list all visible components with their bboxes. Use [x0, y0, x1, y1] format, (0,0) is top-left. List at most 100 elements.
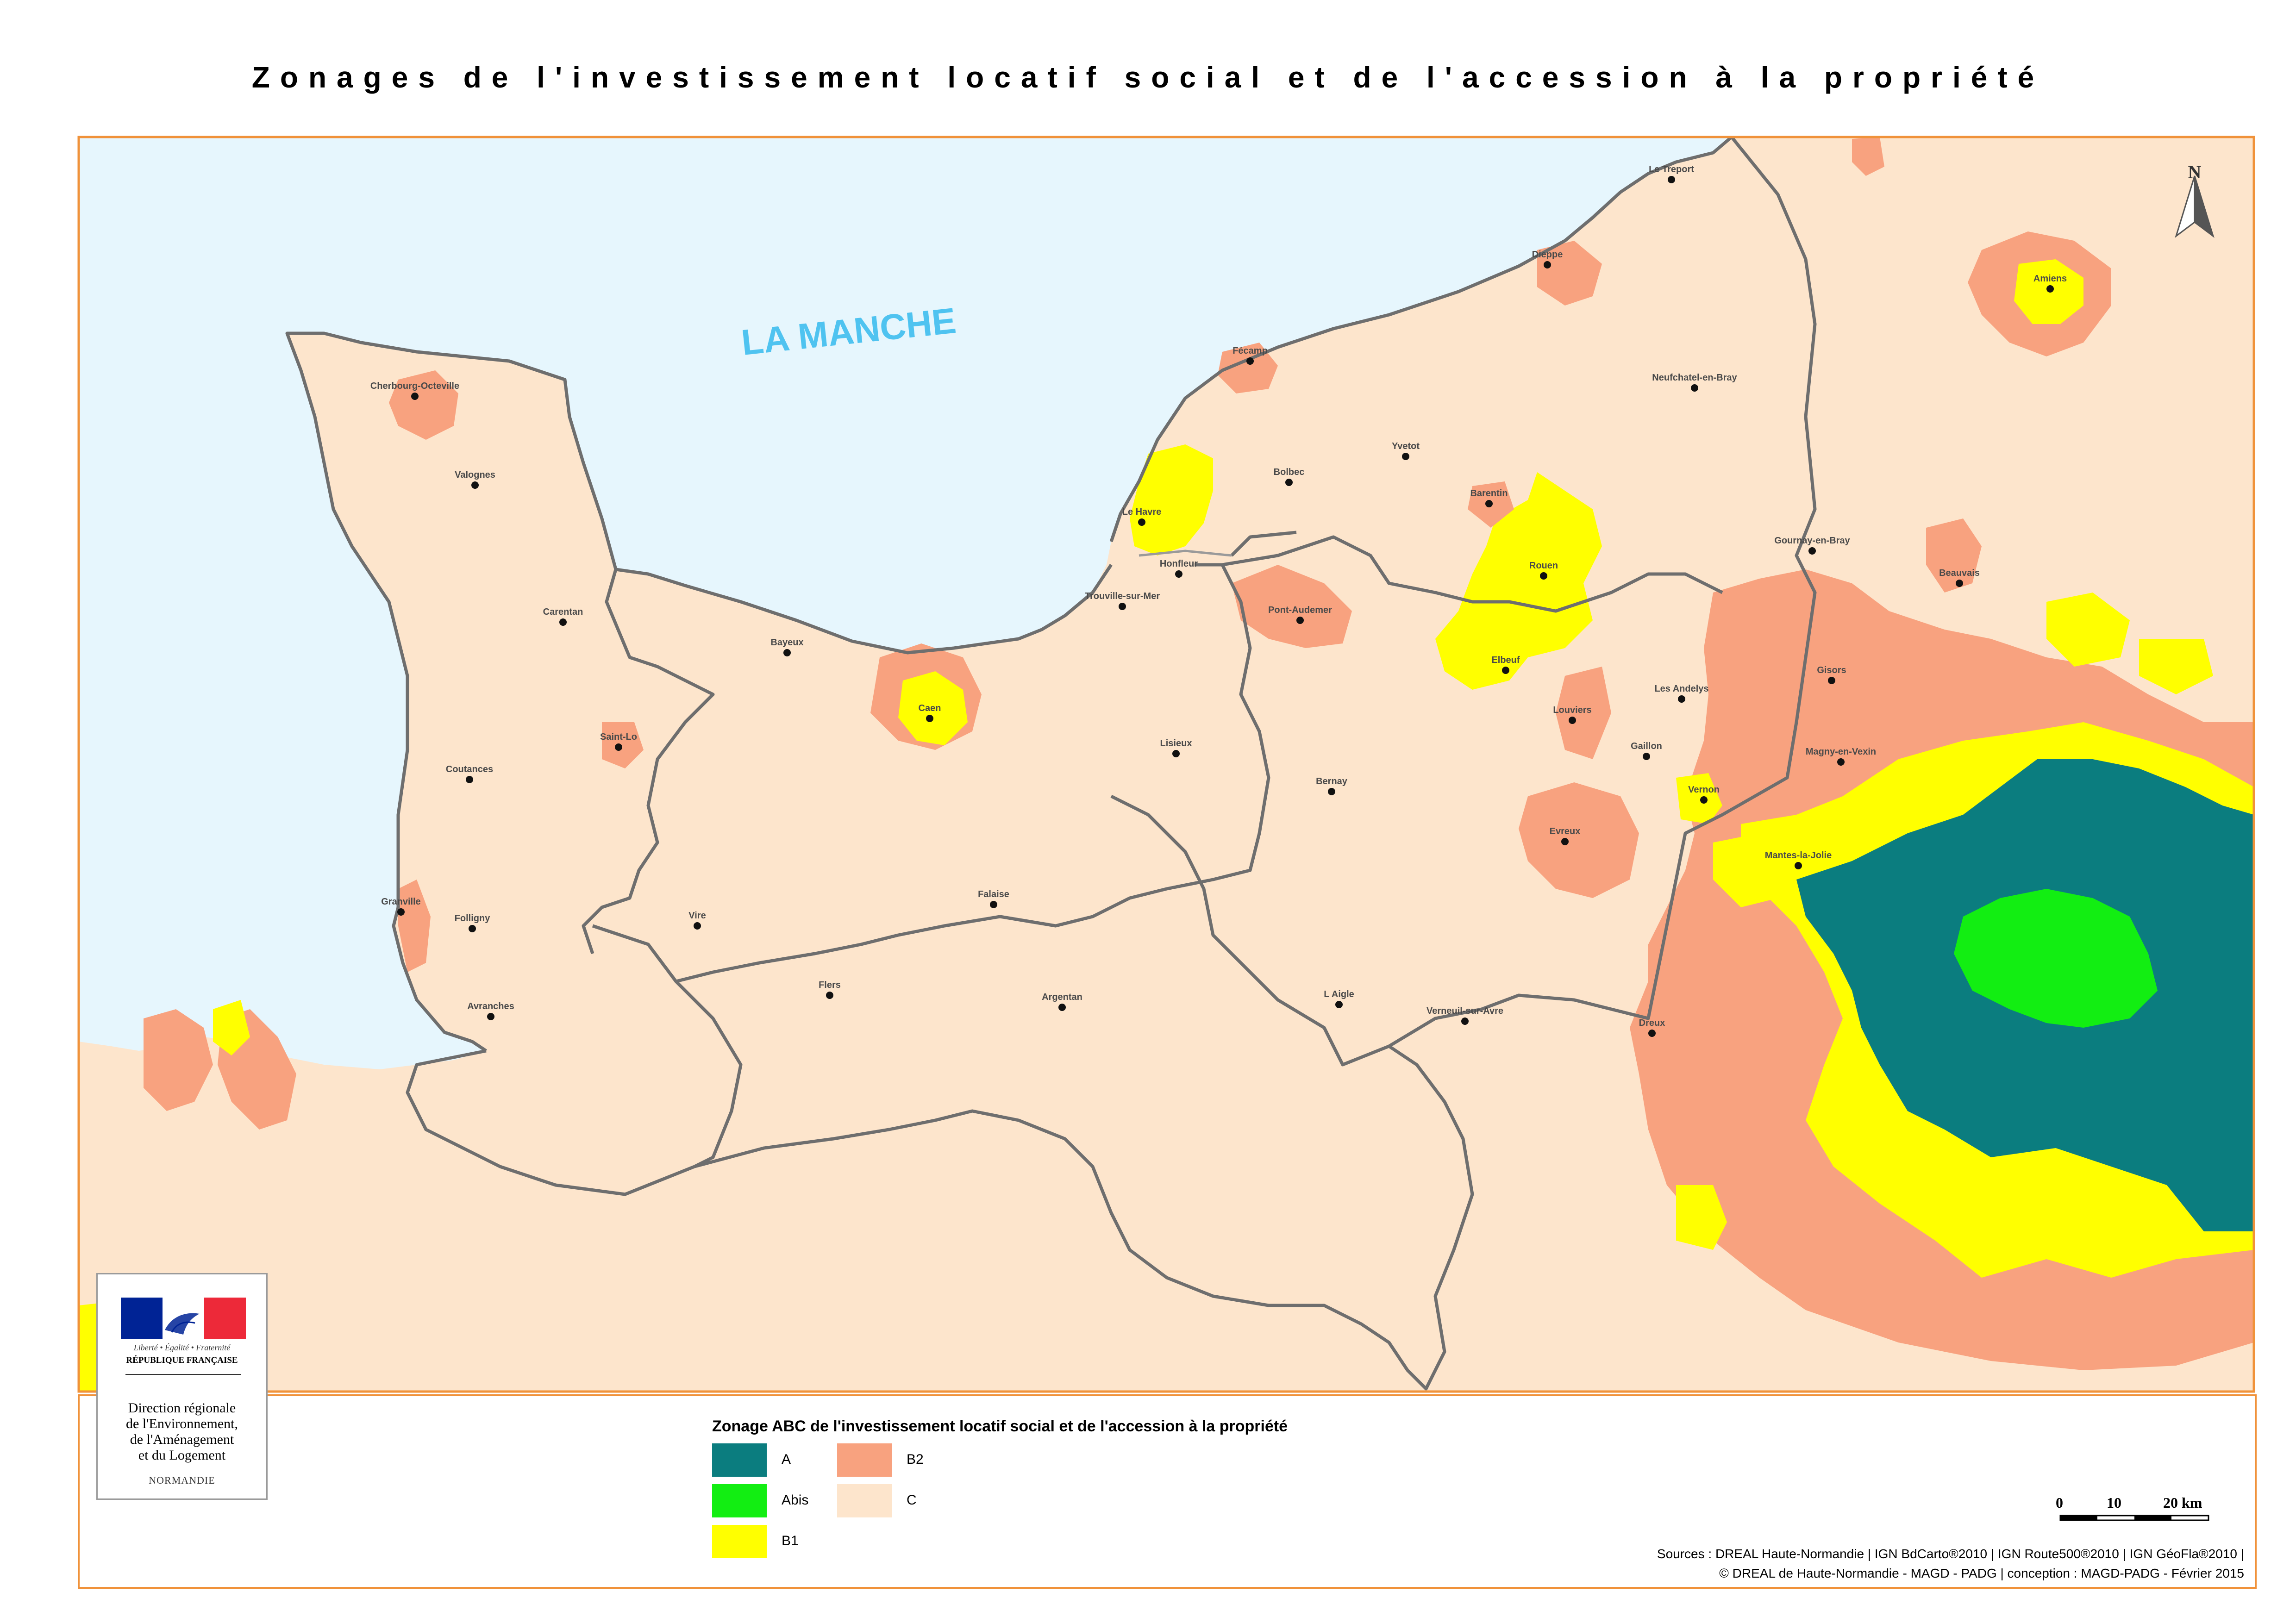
city-label: Fécamp [1232, 346, 1268, 356]
city-dot [1328, 788, 1335, 795]
map-title: Zonages de l'investissement locatif soci… [251, 61, 2045, 94]
city-label: Argentan [1042, 992, 1082, 1002]
zone-b2-patch [1519, 782, 1639, 898]
zone-b2-patch [389, 370, 458, 440]
north-arrow: N [2175, 162, 2215, 238]
city-label: Gisors [1817, 665, 1846, 675]
city-dot [1502, 667, 1509, 674]
city-label: Granville [381, 897, 421, 907]
republic-name: RÉPUBLIQUE FRANÇAISE [126, 1355, 238, 1365]
seine-estuary [1139, 549, 1232, 557]
city-label: Louviers [1553, 705, 1591, 715]
city-dot [1461, 1017, 1469, 1025]
sea [79, 137, 1732, 1069]
city-label: Carentan [543, 607, 583, 617]
city-label: Bernay [1316, 776, 1348, 787]
zone-b2-patch [1556, 667, 1611, 759]
city-label: Falaise [978, 889, 1009, 899]
city-dot [1119, 603, 1126, 610]
city-dot [990, 901, 997, 908]
zone-b2-patch [1852, 137, 1884, 176]
zone-b1-caen [898, 671, 968, 745]
zone-b1-patch [2139, 639, 2213, 694]
city-dot [487, 1013, 494, 1020]
city-label: Magny-en-Vexin [1806, 747, 1876, 757]
legend-box [78, 1394, 2257, 1589]
city-label: Verneuil-sur-Avre [1426, 1006, 1503, 1016]
city-label: Coutances [446, 764, 493, 774]
city-dot [1335, 1001, 1343, 1008]
zone-b1-rouen [1435, 472, 1602, 690]
legend-label-b2: B2 [907, 1452, 924, 1467]
city-dot [1402, 453, 1409, 460]
scale-bar [2059, 1515, 2209, 1521]
city-label: Beauvais [1939, 568, 1980, 578]
city-label: Trouville-sur-Mer [1085, 591, 1160, 601]
city-dot [1678, 695, 1685, 703]
city-dot [411, 393, 419, 400]
sources-credits: Sources : DREAL Haute-Normandie | IGN Bd… [1657, 1544, 2244, 1583]
city-label: Bayeux [770, 637, 803, 648]
zone-b2-patch [144, 1009, 213, 1111]
region-name: NORMANDIE [149, 1474, 215, 1486]
city-dot [1837, 758, 1845, 766]
city-dot [1285, 479, 1293, 486]
city-dot [1485, 500, 1493, 507]
department-boundary [1222, 535, 1723, 613]
city-dot [1808, 547, 1816, 555]
zone-b1-patch [1713, 833, 1787, 907]
zone-b1-patch [1676, 1185, 1727, 1250]
city-label: Vire [688, 911, 706, 921]
city-dot [1795, 862, 1802, 869]
legend-label-a: A [782, 1452, 791, 1467]
city-label: Evreux [1550, 826, 1581, 836]
city-label: Flers [819, 980, 841, 990]
city-dot [1700, 796, 1708, 804]
prefecture-logo: Liberté • Égalité • Fraternité RÉPUBLIQU… [96, 1273, 268, 1500]
zone-b2-patch [1218, 343, 1278, 393]
city-dot [783, 649, 791, 656]
city-dot [469, 925, 476, 932]
zone-abis-paris [1954, 889, 2158, 1028]
city-dot [1828, 677, 1835, 684]
city-dot [826, 992, 833, 999]
legend-title: Zonage ABC de l'investissement locatif s… [712, 1417, 1288, 1435]
marianne-logo [121, 1298, 246, 1339]
coastline-normandy [285, 136, 1733, 1052]
city-dot [1172, 750, 1180, 757]
city-label: Folligny [455, 913, 491, 924]
credits-line: © DREAL de Haute-Normandie - MAGD - PADG… [1719, 1566, 2244, 1580]
north-label: N [2188, 162, 2202, 182]
zone-b2-patch [602, 722, 644, 768]
cities-layer: Le Treport Dieppe Fécamp Neufchatel-en-Bray… [370, 164, 2067, 1037]
direction-name: Direction régionale de l'Environnement, … [125, 1400, 238, 1463]
city-label: Pont-Audemer [1268, 605, 1332, 615]
zone-b1-le-havre [1130, 444, 1213, 556]
city-dot [471, 481, 479, 489]
city-dot [1648, 1030, 1656, 1037]
city-label: Le Treport [1649, 164, 1694, 175]
city-label: Gaillon [1631, 741, 1662, 751]
scale-label-20: 20 km [2163, 1494, 2202, 1511]
city-dot [1540, 572, 1547, 580]
legend-label-abis: Abis [782, 1492, 809, 1508]
city-label: Caen [919, 703, 941, 713]
city-dot [1561, 838, 1569, 845]
map-frame [77, 136, 2255, 1393]
city-dot [559, 618, 567, 626]
scale-label-10: 10 [2107, 1494, 2121, 1511]
city-label: Saint-Lo [600, 732, 637, 742]
city-dot [615, 743, 622, 751]
city-label: Honfleur [1160, 559, 1198, 569]
city-label: Avranches [467, 1001, 514, 1011]
city-dot [1058, 1004, 1066, 1011]
city-label: Rouen [1529, 561, 1558, 571]
legend-label-c: C [907, 1492, 917, 1508]
city-label: L Aigle [1324, 989, 1354, 999]
city-dot [1296, 617, 1304, 624]
city-label: Amiens [2033, 274, 2067, 284]
city-dot [1138, 518, 1145, 526]
city-dot [1691, 384, 1698, 392]
city-dot [397, 908, 405, 916]
